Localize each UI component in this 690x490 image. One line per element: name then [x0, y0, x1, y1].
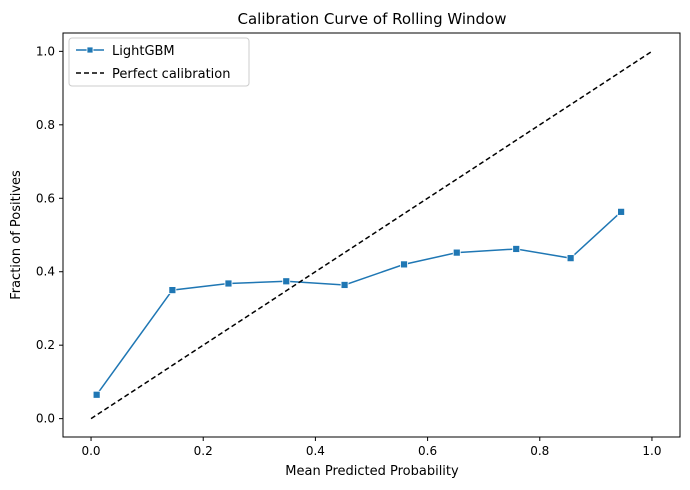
x-tick-label: 0.0: [81, 444, 100, 458]
x-axis: 0.0 0.2 0.4 0.6 0.8 1.0: [81, 437, 662, 458]
y-tick-label: 1.0: [36, 44, 55, 58]
series-line-perfect-calibration: [90, 50, 653, 420]
legend-lightgbm-marker: [86, 46, 94, 54]
x-tick-label: 0.2: [194, 444, 213, 458]
data-point-lightgbm: [617, 207, 626, 216]
y-tick-label: 0.8: [36, 118, 55, 132]
x-tick-label: 1.0: [642, 444, 661, 458]
x-tick-label: 0.4: [306, 444, 325, 458]
y-tick-label: 0.0: [36, 412, 55, 426]
x-tick-label: 0.6: [418, 444, 437, 458]
chart-title: Calibration Curve of Rolling Window: [238, 10, 507, 28]
legend-box: [68, 37, 250, 87]
series-layer: [90, 50, 653, 420]
series-line-lightgbm: [96, 211, 622, 396]
legend-lightgbm-label: LightGBM: [112, 44, 175, 59]
y-tick-label: 0.4: [36, 265, 55, 279]
data-point-lightgbm: [168, 286, 177, 294]
data-point-lightgbm: [400, 260, 408, 269]
x-axis-label: Mean Predicted Probability: [285, 464, 459, 479]
y-tick-label: 0.2: [36, 338, 55, 352]
data-point-lightgbm: [452, 248, 461, 257]
x-tick-label: 0.8: [530, 444, 549, 458]
y-axis-label: Fraction of Positives: [9, 170, 24, 300]
legend: LightGBM Perfect calibration: [68, 37, 250, 87]
data-point-lightgbm: [224, 279, 233, 288]
plot-area-frame: [62, 32, 681, 438]
data-point-lightgbm: [92, 390, 101, 399]
data-point-lightgbm: [340, 281, 349, 289]
y-tick-label: 0.6: [36, 191, 55, 205]
data-point-lightgbm: [282, 277, 291, 286]
data-point-lightgbm: [512, 245, 521, 253]
legend-perfect-label: Perfect calibration: [112, 67, 230, 82]
y-axis: 0.0 0.2 0.4 0.6 0.8 1.0: [36, 44, 63, 426]
data-point-lightgbm: [566, 254, 575, 263]
